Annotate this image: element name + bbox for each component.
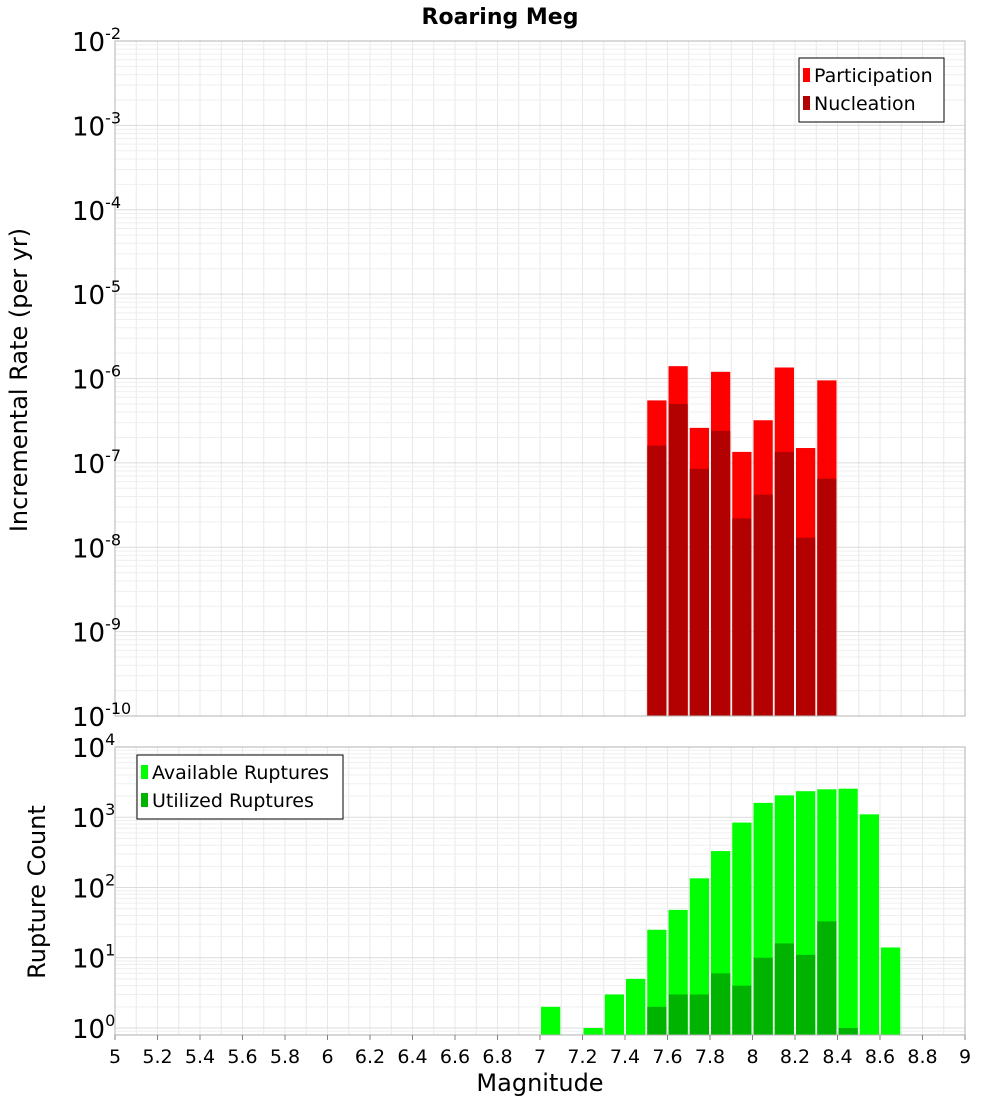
x-tick-label: 6 bbox=[321, 1046, 333, 1068]
bottom-y-tick-label: 102 bbox=[72, 870, 115, 904]
bottom-legend-swatch-utilized-ruptures bbox=[141, 793, 148, 807]
top-y-tick-label: 10-7 bbox=[72, 446, 121, 480]
bottom-bar-utilized-ruptures bbox=[796, 954, 816, 1035]
x-tick-label: 8.8 bbox=[907, 1046, 937, 1068]
top-y-tick-label: 10-3 bbox=[72, 108, 121, 142]
top-y-tick-label: 10-2 bbox=[72, 24, 121, 58]
bottom-y-tick-label: 100 bbox=[72, 1011, 115, 1045]
bottom-legend-label: Utilized Ruptures bbox=[152, 790, 314, 812]
x-tick-label: 7 bbox=[534, 1046, 546, 1068]
chart-title: Roaring Meg bbox=[422, 5, 579, 30]
bottom-bar-available-ruptures bbox=[881, 947, 901, 1035]
top-bar-nucleation bbox=[647, 445, 667, 716]
top-bar-nucleation bbox=[817, 478, 837, 716]
bottom-y-tick-label: 101 bbox=[72, 941, 115, 975]
bottom-bar-utilized-ruptures bbox=[711, 973, 731, 1035]
top-y-tick-label: 10-10 bbox=[72, 699, 131, 733]
x-tick-label: 8 bbox=[746, 1046, 758, 1068]
x-tick-label: 6.4 bbox=[397, 1046, 427, 1068]
bottom-bar-available-ruptures bbox=[604, 994, 624, 1035]
x-tick-label: 6.8 bbox=[482, 1046, 512, 1068]
bottom-bar-utilized-ruptures bbox=[647, 1006, 667, 1035]
x-tick-label: 9 bbox=[959, 1046, 971, 1068]
top-legend-box bbox=[798, 57, 945, 123]
bottom-legend-label: Available Ruptures bbox=[152, 762, 329, 784]
bottom-bar-available-ruptures bbox=[732, 822, 752, 1035]
bottom-bar-utilized-ruptures bbox=[817, 921, 837, 1035]
top-legend: Participation Nucleation bbox=[798, 57, 945, 123]
top-bar-nucleation bbox=[774, 451, 794, 716]
x-tick-label: 8.4 bbox=[822, 1046, 852, 1068]
x-tick-label: 8.6 bbox=[865, 1046, 895, 1068]
x-axis-label: Magnitude bbox=[476, 1069, 603, 1097]
x-tick-label: 7.4 bbox=[610, 1046, 640, 1068]
bottom-y-tick-label: 103 bbox=[72, 800, 115, 834]
top-bar-nucleation bbox=[689, 468, 709, 716]
top-legend-swatch-nucleation bbox=[803, 96, 810, 110]
top-bar-nucleation bbox=[732, 518, 752, 716]
bottom-y-axis-label: Rupture Count bbox=[23, 805, 51, 979]
bottom-legend: Available Ruptures Utilized Ruptures bbox=[136, 754, 344, 820]
bottom-panel: 100 101 102 103 104 5 5.2 5.4 5.6 5.8 6 6.2 6.4 6.6 6.… bbox=[72, 730, 971, 1068]
top-legend-swatch-participation bbox=[803, 68, 810, 82]
top-y-tick-label: 10-4 bbox=[72, 193, 121, 227]
top-plot-border bbox=[114, 40, 966, 717]
top-y-tick-label: 10-6 bbox=[72, 362, 121, 396]
bottom-bar-available-ruptures bbox=[626, 978, 646, 1035]
top-legend-label: Participation bbox=[814, 65, 933, 87]
top-y-tick-label: 10-5 bbox=[72, 277, 121, 311]
bottom-y-tick-label: 104 bbox=[72, 730, 115, 764]
top-y-tick-label: 10-8 bbox=[72, 530, 121, 564]
bottom-legend-swatch-available-ruptures bbox=[141, 765, 148, 779]
bottom-bar-utilized-ruptures bbox=[753, 957, 773, 1035]
x-tick-label: 6.2 bbox=[355, 1046, 385, 1068]
top-bar-nucleation bbox=[796, 537, 816, 716]
bottom-bar-available-ruptures bbox=[541, 1006, 561, 1035]
x-tick-label: 5.6 bbox=[227, 1046, 257, 1068]
x-tick-label: 5 bbox=[109, 1046, 121, 1068]
top-bar-nucleation bbox=[753, 494, 773, 716]
top-panel: 10-10 10-9 10-8 10-7 10-6 10-5 10-4 10-3 10-2 Par… bbox=[72, 24, 966, 733]
bottom-bar-utilized-ruptures bbox=[689, 994, 709, 1035]
x-tick-label: 6.6 bbox=[440, 1046, 470, 1068]
x-tick-label: 8.2 bbox=[780, 1046, 810, 1068]
x-tick-label: 7.8 bbox=[695, 1046, 725, 1068]
bottom-bar-utilized-ruptures bbox=[838, 1027, 858, 1035]
top-legend-label: Nucleation bbox=[814, 93, 916, 115]
bottom-bar-available-ruptures bbox=[838, 788, 858, 1035]
x-tick-label: 7.6 bbox=[652, 1046, 682, 1068]
bottom-bar-utilized-ruptures bbox=[668, 994, 688, 1035]
bottom-bar-available-ruptures bbox=[859, 814, 879, 1035]
x-tick-label: 5.8 bbox=[270, 1046, 300, 1068]
bottom-bar-utilized-ruptures bbox=[732, 985, 752, 1035]
bottom-legend-box bbox=[136, 754, 344, 820]
top-y-axis-label: Incremental Rate (per yr) bbox=[5, 228, 33, 532]
bottom-bar-utilized-ruptures bbox=[774, 943, 794, 1035]
bottom-bar-available-ruptures bbox=[583, 1027, 603, 1035]
top-bar-nucleation bbox=[711, 430, 731, 716]
top-bar-nucleation bbox=[668, 403, 688, 716]
x-tick-label: 5.2 bbox=[142, 1046, 172, 1068]
x-tick-label: 7.2 bbox=[567, 1046, 597, 1068]
x-tick-label: 5.4 bbox=[185, 1046, 215, 1068]
top-y-tick-label: 10-9 bbox=[72, 615, 121, 649]
